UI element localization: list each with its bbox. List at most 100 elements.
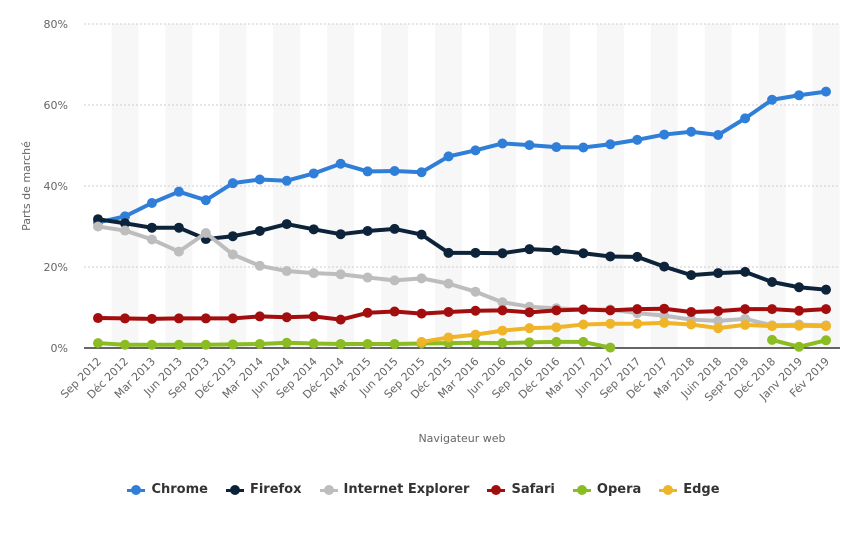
data-point[interactable] [389,223,400,234]
data-point[interactable] [443,247,454,258]
data-point[interactable] [551,336,562,347]
data-point[interactable] [578,304,589,315]
data-point[interactable] [119,313,130,324]
data-point[interactable] [605,305,616,316]
data-point[interactable] [794,305,805,316]
data-point[interactable] [173,313,184,324]
data-point[interactable] [254,260,265,271]
data-point[interactable] [281,219,292,230]
data-point[interactable] [578,319,589,330]
data-point[interactable] [713,268,724,279]
data-point[interactable] [659,261,670,272]
data-point[interactable] [470,286,481,297]
data-point[interactable] [794,320,805,331]
data-point[interactable] [227,313,238,324]
data-point[interactable] [416,167,427,178]
data-point[interactable] [578,336,589,347]
data-point[interactable] [767,276,778,287]
data-point[interactable] [470,329,481,340]
series-edge[interactable] [416,317,831,347]
data-point[interactable] [470,247,481,258]
data-point[interactable] [146,222,157,233]
legend-item[interactable]: Opera [572,482,641,497]
data-point[interactable] [578,248,589,259]
data-point[interactable] [389,306,400,317]
data-point[interactable] [794,90,805,101]
data-point[interactable] [524,140,535,151]
data-point[interactable] [173,222,184,233]
data-point[interactable] [93,221,103,232]
data-point[interactable] [470,305,481,316]
data-point[interactable] [659,310,670,321]
data-point[interactable] [227,178,238,189]
data-point[interactable] [146,234,157,245]
data-point[interactable] [254,174,265,185]
data-point[interactable] [632,251,643,262]
data-point[interactable] [740,113,751,124]
data-point[interactable] [524,244,535,255]
data-point[interactable] [443,332,454,343]
data-point[interactable] [254,338,265,349]
data-point[interactable] [146,339,157,350]
data-point[interactable] [173,186,184,197]
data-point[interactable] [119,218,130,229]
data-point[interactable] [389,166,400,177]
data-point[interactable] [200,227,211,238]
data-point[interactable] [146,198,157,209]
data-point[interactable] [497,305,508,316]
series-opera[interactable] [93,334,831,353]
legend-item[interactable]: Internet Explorer [319,482,469,497]
data-point[interactable] [443,151,454,162]
data-point[interactable] [605,251,616,262]
data-point[interactable] [713,323,724,334]
data-point[interactable] [767,94,778,105]
data-point[interactable] [740,319,751,330]
data-point[interactable] [632,134,643,145]
data-point[interactable] [713,129,724,140]
data-point[interactable] [227,231,238,242]
data-point[interactable] [308,268,319,279]
data-point[interactable] [308,311,319,322]
data-point[interactable] [119,225,130,236]
data-point[interactable] [308,168,319,179]
data-point[interactable] [497,297,508,308]
data-point[interactable] [335,158,346,169]
data-point[interactable] [362,307,373,318]
data-point[interactable] [281,266,292,277]
data-point[interactable] [254,225,265,236]
data-point[interactable] [632,304,643,315]
data-point[interactable] [605,342,616,353]
data-point[interactable] [173,246,184,257]
data-point[interactable] [281,312,292,323]
data-point[interactable] [578,142,589,153]
data-point[interactable] [821,321,831,332]
data-point[interactable] [93,313,103,324]
data-point[interactable] [416,229,427,240]
data-point[interactable] [119,339,130,350]
data-point[interactable] [713,315,724,326]
data-point[interactable] [200,313,211,324]
data-point[interactable] [551,142,562,153]
data-point[interactable] [686,270,697,281]
data-point[interactable] [551,322,562,333]
data-point[interactable] [281,175,292,186]
data-point[interactable] [821,304,831,315]
data-point[interactable] [686,319,697,330]
data-point[interactable] [362,225,373,236]
data-point[interactable] [497,138,508,149]
data-point[interactable] [227,339,238,350]
data-point[interactable] [443,278,454,289]
data-point[interactable] [551,245,562,256]
data-point[interactable] [821,284,831,295]
data-point[interactable] [659,129,670,140]
data-point[interactable] [443,306,454,317]
data-point[interactable] [632,318,643,329]
data-point[interactable] [659,317,670,328]
data-point[interactable] [821,335,831,346]
data-point[interactable] [470,145,481,156]
data-point[interactable] [740,304,751,315]
data-point[interactable] [335,269,346,280]
data-point[interactable] [362,272,373,283]
data-point[interactable] [227,249,238,260]
data-point[interactable] [713,306,724,317]
